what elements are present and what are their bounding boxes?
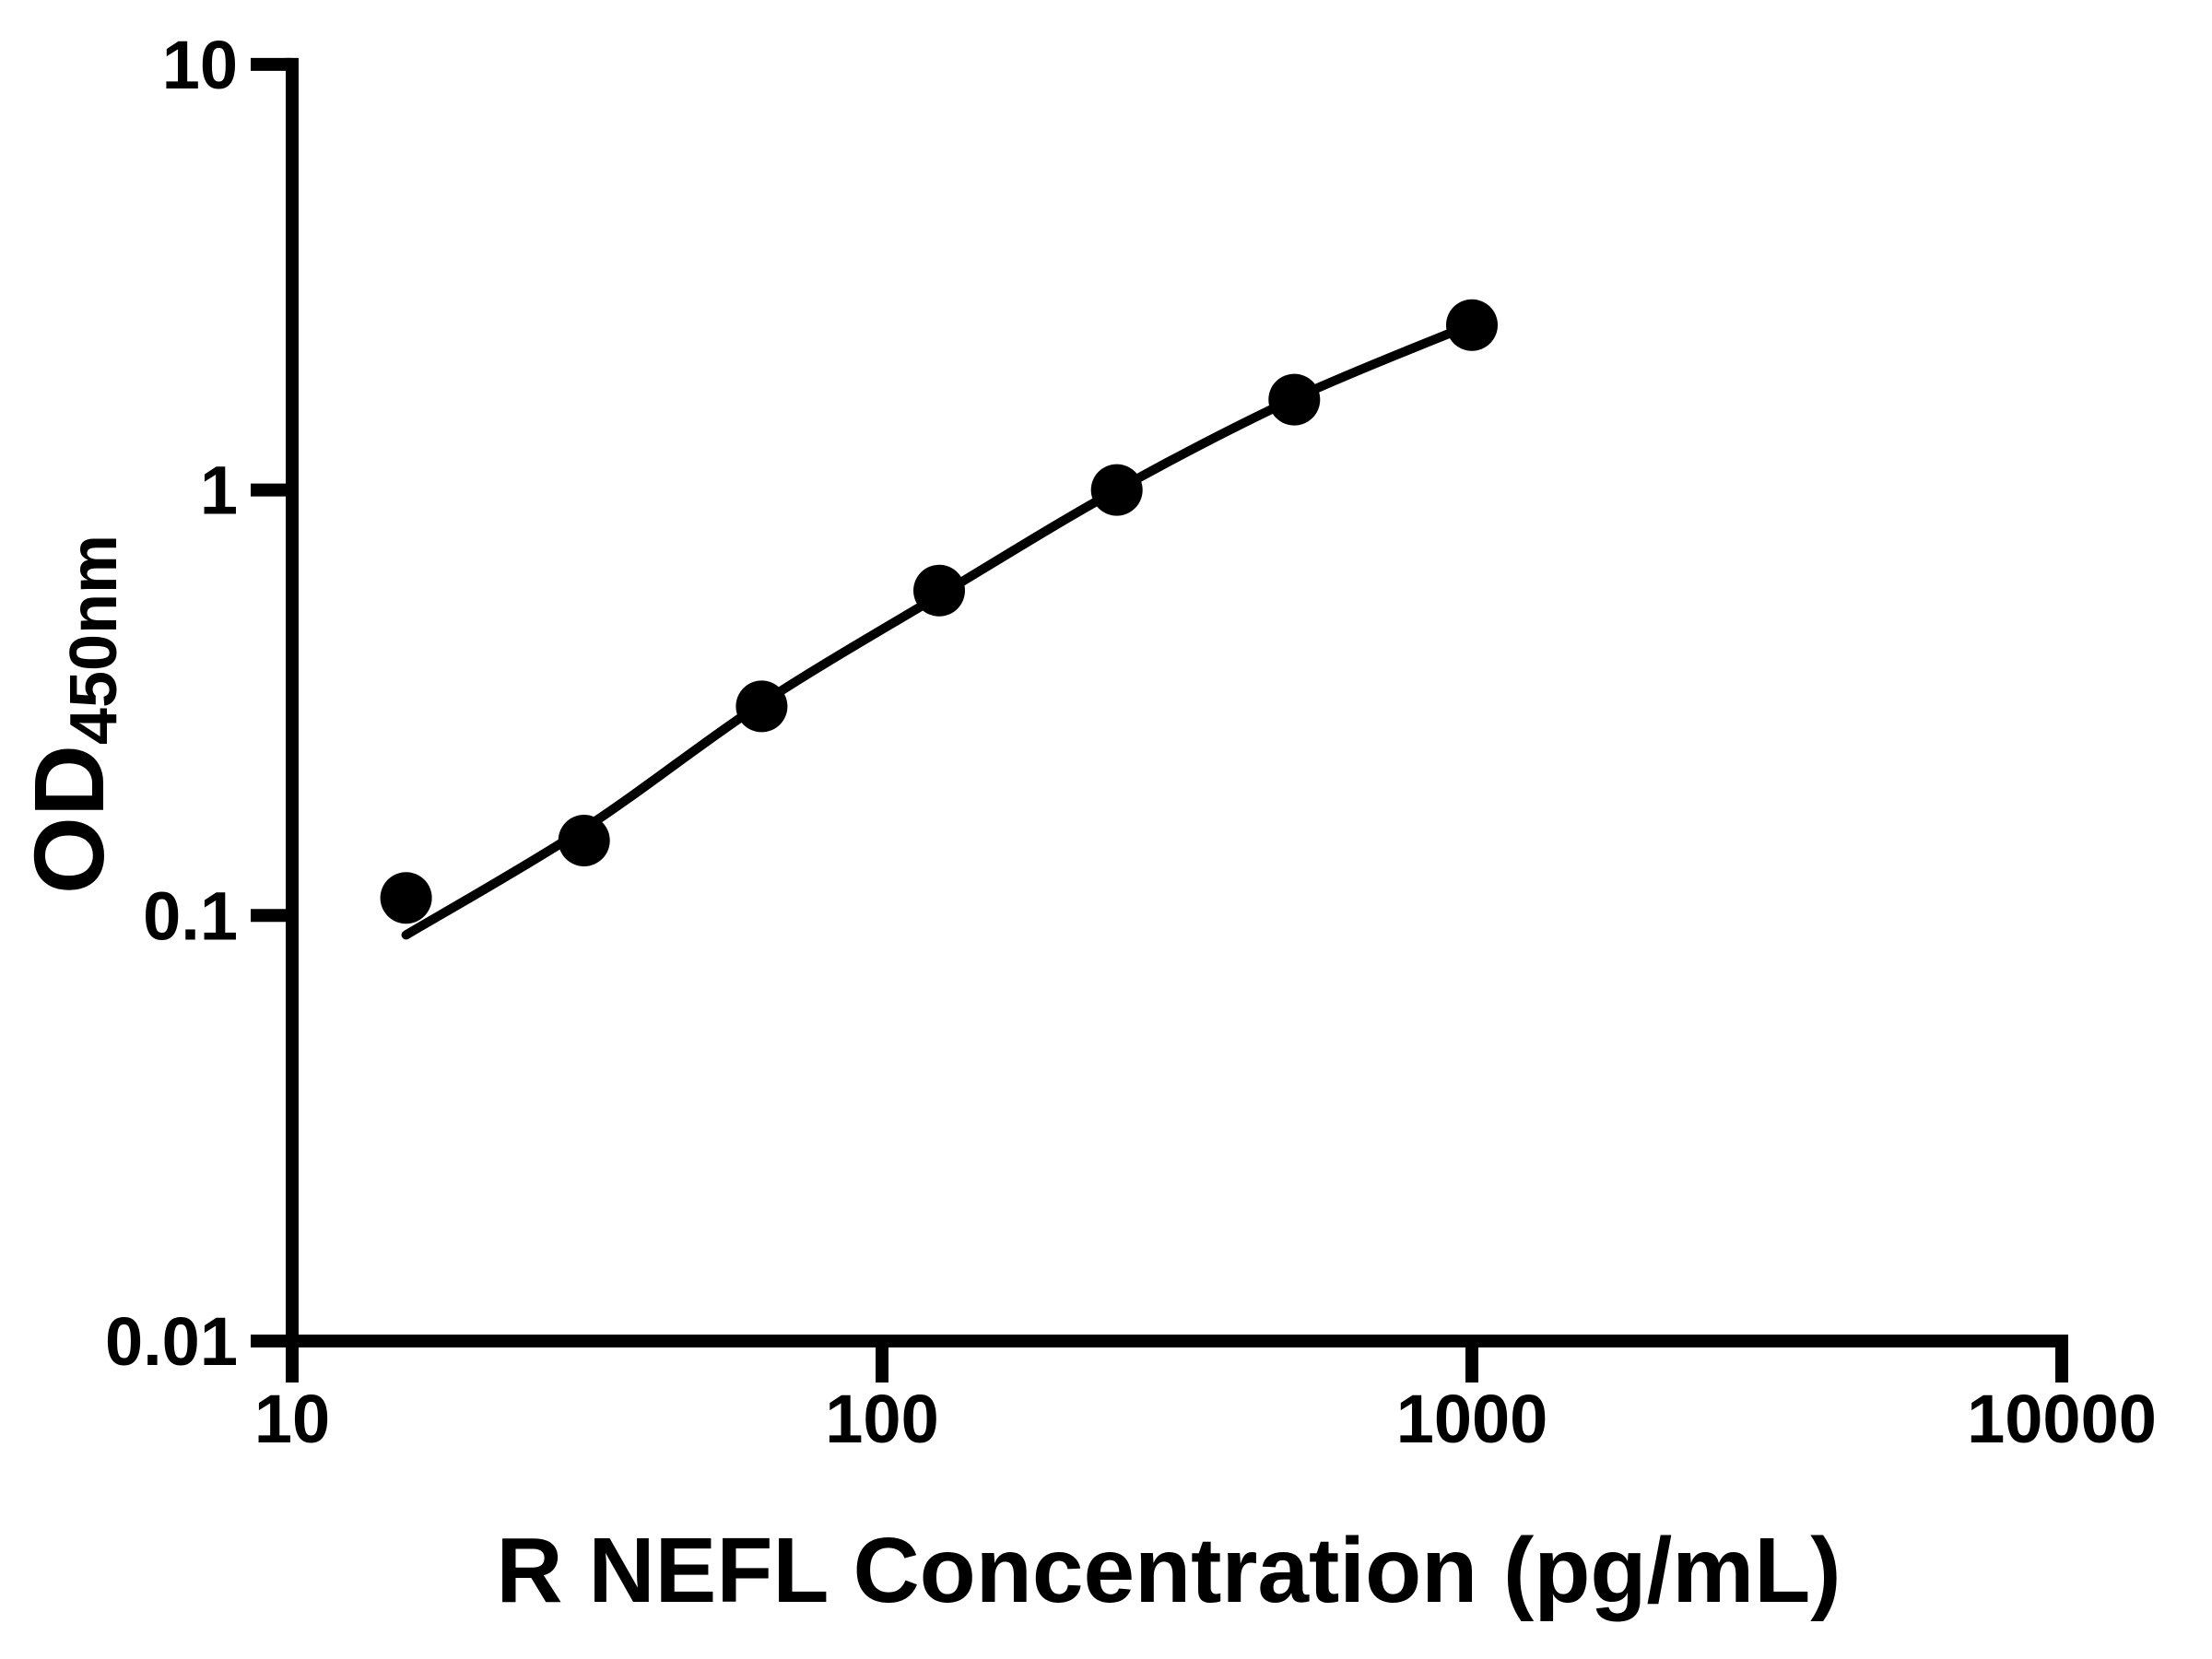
y-axis-title: OD450nm — [13, 535, 131, 894]
data-point-125 — [913, 564, 965, 617]
y-tick-label-0.01: 0.01 — [105, 1303, 238, 1380]
y-axis-title-main: OD — [13, 745, 124, 894]
y-axis-title-sub: 450nm — [57, 535, 131, 745]
data-point-250 — [1090, 464, 1143, 516]
data-point-15.6 — [380, 872, 432, 924]
y-tick-label-10: 10 — [162, 27, 238, 103]
x-tick-label-100: 100 — [825, 1381, 938, 1457]
x-axis-title: R NEFL Concentration (pg/mL) — [496, 1519, 1841, 1622]
x-tick-label-10: 10 — [254, 1381, 330, 1457]
data-points-layer — [380, 299, 1498, 924]
data-point-62.5 — [735, 680, 788, 733]
data-point-31.25 — [558, 815, 610, 866]
y-tick-label-1: 1 — [200, 453, 238, 529]
x-tick-label-1000: 1000 — [1396, 1381, 1548, 1457]
data-point-500 — [1268, 373, 1321, 426]
y-tick-label-0.1: 0.1 — [143, 877, 238, 954]
x-tick-label-10000: 10000 — [1967, 1381, 2157, 1457]
data-point-1000 — [1446, 299, 1498, 351]
